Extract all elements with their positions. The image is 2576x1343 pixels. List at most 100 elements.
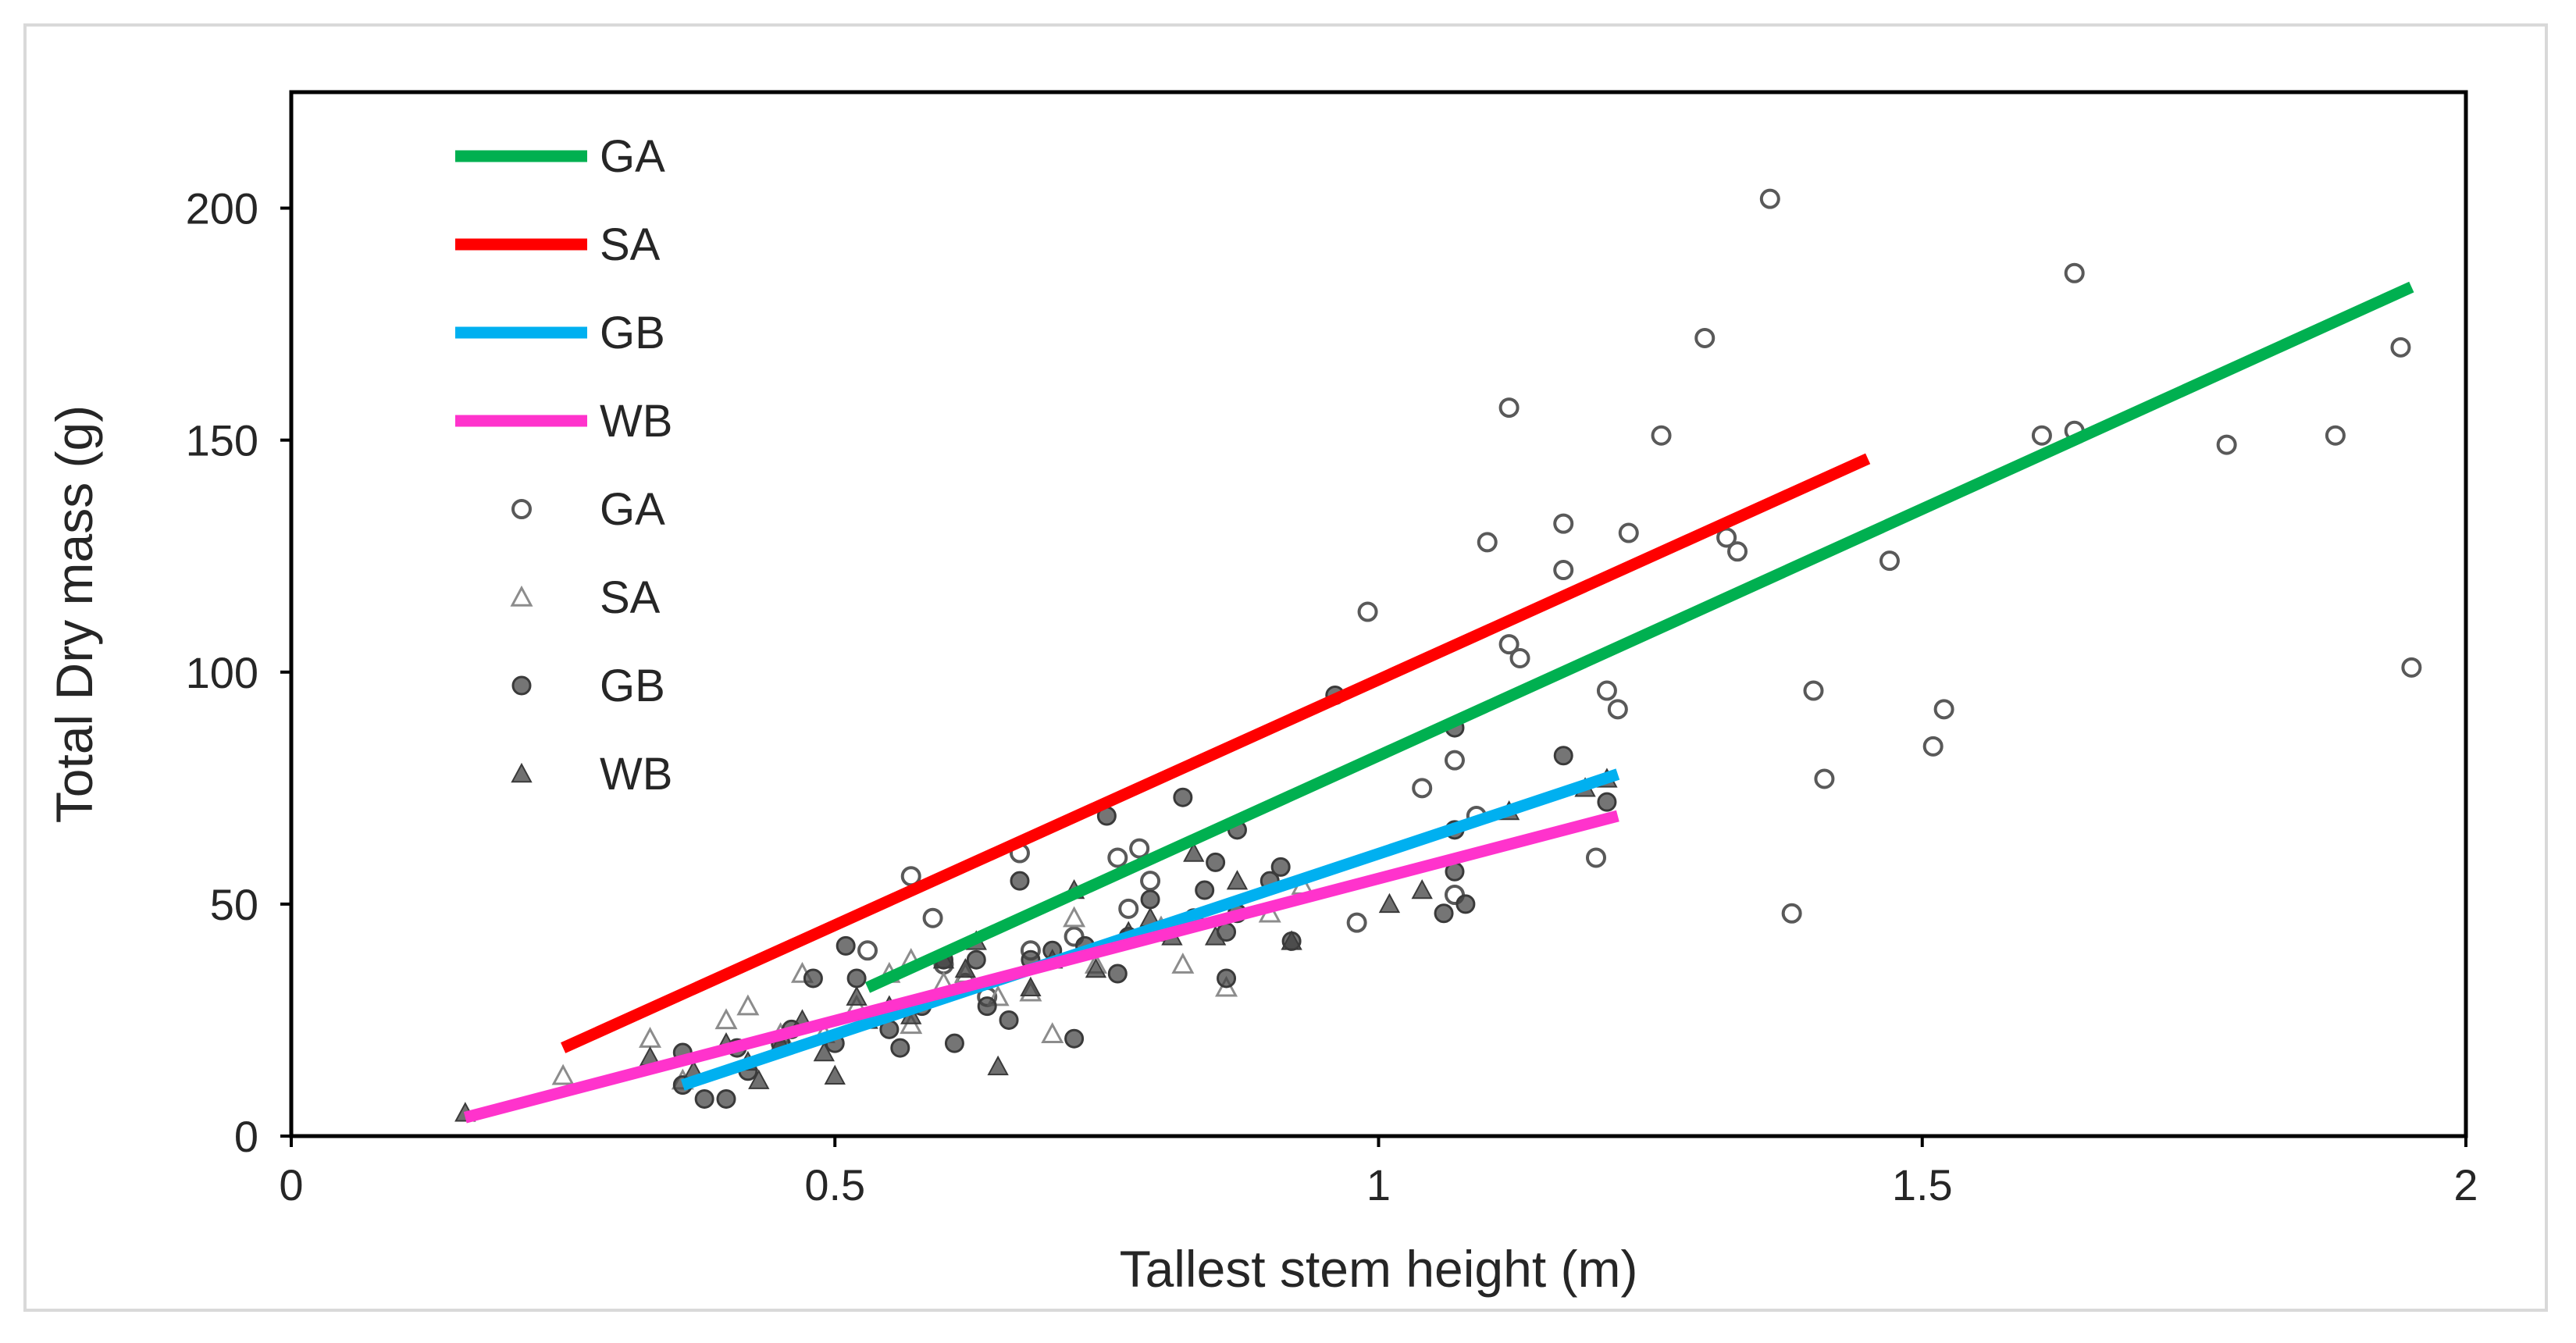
point-gb-filled-circle	[1597, 792, 1617, 812]
point-ga-open-circle	[1759, 188, 1780, 209]
point-gb-filled-circle	[694, 1088, 714, 1109]
trend-line-ga	[864, 281, 2414, 993]
point-sa-open-triangle	[714, 1008, 738, 1030]
y-tick-label: 200	[186, 184, 258, 233]
point-ga-open-circle	[922, 907, 943, 928]
legend-marker-wb	[511, 762, 533, 783]
point-gb-filled-circle	[966, 949, 986, 970]
point-sa-open-triangle	[1041, 1022, 1064, 1043]
point-wb-filled-triangle	[846, 985, 868, 1006]
point-ga-open-circle	[1716, 527, 1737, 548]
point-ga-open-circle	[2401, 657, 2422, 678]
trend-line-sa	[561, 453, 1871, 1053]
point-wb-filled-triangle	[1085, 957, 1107, 978]
point-gb-filled-circle	[1195, 880, 1215, 900]
y-tick-label: 150	[186, 416, 258, 465]
point-ga-open-circle	[2325, 425, 2346, 446]
point-ga-open-circle	[1107, 847, 1128, 868]
point-ga-open-circle	[1357, 601, 1378, 622]
y-tick-label: 50	[210, 880, 258, 929]
x-tick-label: 1	[1366, 1160, 1391, 1209]
legend-label: WB	[600, 749, 672, 800]
point-ga-open-circle	[2390, 337, 2411, 358]
legend-label: SA	[600, 572, 661, 623]
point-ga-open-circle	[1498, 397, 1520, 419]
point-gb-filled-circle	[977, 996, 997, 1017]
point-gb-filled-circle	[1206, 852, 1226, 872]
point-ga-open-circle	[1651, 425, 1672, 446]
point-ga-open-circle	[1412, 778, 1433, 799]
point-ga-open-circle	[2216, 434, 2237, 455]
x-axis-title: Tallest stem height (m)	[1120, 1240, 1638, 1298]
x-tick-label: 0.5	[804, 1160, 865, 1209]
point-ga-open-circle	[1781, 903, 1802, 924]
point-ga-open-circle	[1553, 513, 1574, 534]
legend-marker-gb	[511, 675, 532, 696]
point-gb-filled-circle	[1217, 968, 1237, 989]
trend-line-gb	[680, 768, 1620, 1091]
point-sa-open-triangle	[551, 1063, 575, 1085]
point-ga-open-circle	[1922, 736, 1944, 757]
point-sa-open-triangle	[1063, 906, 1086, 928]
point-wb-filled-triangle	[1281, 930, 1302, 950]
legend-label: WB	[600, 396, 672, 447]
legend-label: SA	[600, 219, 661, 270]
tick-labels: 0 0.5 1 1.5 2 0 50 100 150 200	[186, 184, 2478, 1209]
point-wb-filled-triangle	[824, 1064, 846, 1085]
point-sa-open-triangle	[639, 1027, 662, 1048]
y-axis-title: Total Dry mass (g)	[45, 405, 103, 823]
legend-label: GB	[600, 308, 665, 358]
point-ga-open-circle	[1814, 768, 1835, 789]
point-gb-filled-circle	[1140, 889, 1160, 910]
legend: GA SA GB WB GA SA GB WB	[455, 131, 672, 800]
point-sa-open-triangle	[736, 994, 760, 1016]
point-ga-open-circle	[1553, 560, 1574, 581]
point-gb-filled-circle	[1010, 871, 1030, 891]
point-ga-open-circle	[1509, 647, 1530, 668]
point-wb-filled-triangle	[1411, 878, 1433, 899]
point-ga-open-circle	[1618, 522, 1639, 543]
x-tick-label: 2	[2453, 1160, 2478, 1209]
point-ga-open-circle	[1803, 680, 1824, 701]
point-sa-open-triangle	[986, 985, 1010, 1006]
point-gb-filled-circle	[1455, 894, 1476, 914]
point-wb-filled-triangle	[954, 957, 977, 978]
point-gb-filled-circle	[803, 968, 823, 989]
point-ga-open-circle	[1129, 838, 1150, 859]
point-wb-filled-triangle	[1204, 925, 1227, 946]
point-gb-filled-circle	[1173, 787, 1193, 807]
point-ga-open-circle	[1477, 532, 1498, 553]
point-sa-open-triangle	[1171, 952, 1195, 974]
point-gb-filled-circle	[1553, 746, 1573, 766]
point-wb-filled-triangle	[1020, 976, 1042, 997]
legend-label: GA	[600, 484, 665, 535]
point-ga-open-circle	[2064, 262, 2085, 283]
axes	[280, 90, 2468, 1147]
point-gb-filled-circle	[1270, 857, 1291, 877]
point-ga-open-circle	[1444, 750, 1465, 771]
point-wb-filled-triangle	[987, 1055, 1009, 1076]
y-tick-label: 100	[186, 648, 258, 697]
point-wb-filled-triangle	[813, 1041, 836, 1062]
point-gb-filled-circle	[1434, 903, 1454, 924]
point-ga-open-circle	[1346, 912, 1367, 933]
point-ga-open-circle	[1694, 327, 1716, 348]
legend-marker-sa	[510, 585, 533, 607]
y-tick-label: 0	[234, 1112, 258, 1161]
point-ga-open-circle	[1596, 680, 1617, 701]
x-tick-label: 0	[279, 1160, 303, 1209]
point-sa-open-triangle	[1215, 975, 1238, 997]
point-gb-filled-circle	[944, 1033, 964, 1053]
x-tick-label: 1.5	[1892, 1160, 1953, 1209]
trend-line-wb	[463, 810, 1619, 1124]
point-ga-open-circle	[1586, 847, 1606, 868]
point-wb-filled-triangle	[1183, 842, 1205, 862]
point-gb-filled-circle	[716, 1088, 736, 1109]
point-ga-open-circle	[1727, 541, 1748, 562]
point-ga-open-circle	[1879, 550, 1900, 572]
point-wb-filled-triangle	[1226, 870, 1249, 890]
legend-label: GB	[600, 661, 665, 711]
point-wb-filled-triangle	[748, 1069, 770, 1089]
point-gb-filled-circle	[1064, 1028, 1085, 1049]
